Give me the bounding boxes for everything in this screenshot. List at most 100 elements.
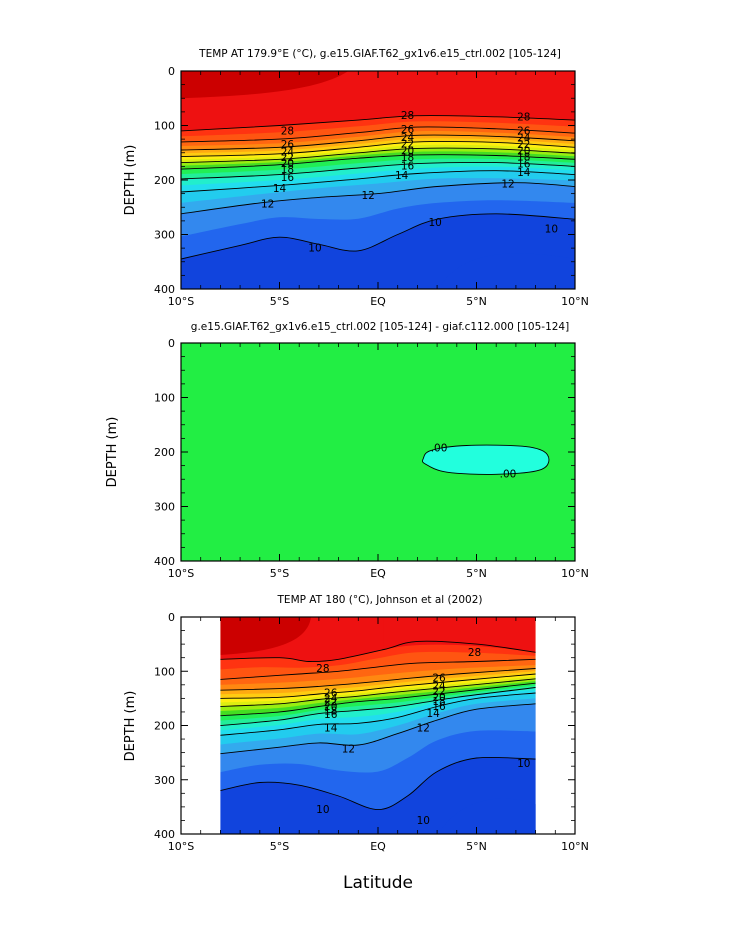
contour-label: 18 — [324, 705, 337, 717]
contour-line — [181, 170, 575, 193]
contour-label: 10 — [308, 243, 321, 255]
contour-line — [220, 673, 536, 699]
contour-line — [181, 154, 575, 170]
contour-label: 16 — [401, 160, 415, 172]
x-tick-label: 5°S — [270, 295, 289, 308]
contour-label: 20 — [517, 146, 530, 158]
y-tick-label: 300 — [154, 501, 175, 514]
anomaly-region — [422, 445, 549, 475]
contour-label: 22 — [281, 152, 294, 164]
contour-label: 24 — [517, 133, 531, 145]
y-tick-label: 300 — [154, 229, 175, 242]
contour-line — [220, 678, 536, 707]
cold-pool — [438, 253, 575, 289]
contour-label: 24 — [324, 693, 338, 705]
contour-label: 12 — [361, 190, 374, 202]
contour-line — [181, 134, 575, 151]
contour-line — [181, 147, 575, 164]
x-tick-label: 10°S — [168, 840, 194, 853]
contour-label: 28 — [281, 125, 294, 137]
contour-label: 10 — [545, 224, 558, 236]
contour-label: 26 — [432, 672, 446, 684]
warm-core — [220, 617, 312, 655]
contour-label: 10 — [417, 815, 430, 827]
panel-difference-ticks: 10°S 5°S EQ 5°N 10°N 0 100 200 300 400 — [154, 337, 589, 580]
panel-difference-ylabel: DEPTH (m) — [105, 417, 120, 488]
contour-line — [220, 692, 536, 736]
y-tick-label: 400 — [154, 283, 175, 296]
contour-label: 18 — [281, 164, 294, 176]
contour-label: 26 — [517, 125, 531, 137]
contour-label: 22 — [324, 697, 337, 709]
contour-line — [181, 161, 575, 180]
contour-label: .00 — [500, 468, 517, 480]
panel-difference-anomaly-fill — [422, 445, 549, 475]
contour-label: 28 — [517, 111, 530, 123]
contour-label: 22 — [401, 139, 414, 151]
contour-label: 20 — [281, 158, 294, 170]
panel-model-ylabel: DEPTH (m) — [123, 145, 138, 216]
contour-label: 20 — [432, 692, 445, 704]
y-tick-label: 400 — [154, 555, 175, 568]
x-tick-label: 5°N — [466, 567, 487, 580]
contour-label: 18 — [517, 152, 530, 164]
panel-observed-title: TEMP AT 180 (°C), Johnson et al (2002) — [277, 594, 483, 606]
contour-label: 14 — [426, 708, 440, 720]
contour-label: 20 — [324, 701, 337, 713]
contour-label: 24 — [281, 147, 295, 159]
panel-model-temperature: TEMP AT 179.9°E (°C), g.e15.GIAF.T62_gx1… — [123, 48, 589, 308]
contour-line — [181, 182, 575, 215]
warm-core — [181, 71, 349, 99]
contour-label: 12 — [261, 198, 274, 210]
contour-label: 20 — [401, 146, 414, 158]
panel-observed-temperature: TEMP AT 180 (°C), Johnson et al (2002) 2… — [123, 594, 589, 853]
contour-label: 28 — [401, 110, 414, 122]
contour-label: 28 — [316, 663, 329, 675]
y-tick-label: 100 — [154, 120, 175, 133]
y-tick-label: 200 — [154, 446, 175, 459]
x-tick-label: EQ — [370, 295, 386, 308]
contour-line — [181, 126, 575, 143]
y-tick-label: 0 — [168, 611, 175, 624]
contour-label: 10 — [517, 758, 530, 770]
x-tick-label: EQ — [370, 567, 386, 580]
contour-label: 12 — [501, 178, 514, 190]
panel-difference-title: g.e15.GIAF.T62_gx1v6.e15_ctrl.002 [105-1… — [191, 321, 569, 333]
x-tick-label: 5°S — [270, 840, 289, 853]
x-tick-label: 5°N — [466, 840, 487, 853]
y-tick-label: 300 — [154, 774, 175, 787]
panel-model-title: TEMP AT 179.9°E (°C), g.e15.GIAF.T62_gx1… — [198, 48, 561, 60]
contour-label: 18 — [401, 152, 414, 164]
contour-label: 14 — [517, 167, 531, 179]
panel-difference-contour-labels: .00 .00 — [431, 443, 517, 481]
panel-model-contour-lines — [181, 115, 575, 260]
y-tick-label: 100 — [154, 392, 175, 405]
contour-line — [181, 213, 575, 260]
x-tick-label: 5°N — [466, 295, 487, 308]
x-tick-label: 10°S — [168, 567, 194, 580]
contour-label: 22 — [517, 139, 530, 151]
panel-difference: g.e15.GIAF.T62_gx1v6.e15_ctrl.002 [105-1… — [105, 321, 589, 580]
panel-observed-ylabel: DEPTH (m) — [123, 691, 138, 762]
contour-label: 28 — [468, 647, 481, 659]
warm-pool — [383, 617, 536, 653]
x-tick-label: 10°N — [561, 840, 589, 853]
contour-label: 26 — [401, 124, 415, 136]
contour-line — [220, 687, 536, 726]
contour-label: 24 — [432, 680, 446, 692]
contour-line — [220, 756, 536, 811]
contour-label: 22 — [432, 686, 445, 698]
contour-label: 16 — [324, 709, 338, 721]
x-axis-label: Latitude — [343, 873, 413, 893]
contour-line — [220, 703, 536, 755]
x-tick-label: 10°N — [561, 295, 589, 308]
panel-model-color-fill — [181, 71, 575, 289]
y-tick-label: 0 — [168, 65, 175, 78]
contour-label: 26 — [281, 139, 295, 151]
contour-line — [220, 640, 536, 663]
cold-pool — [438, 798, 536, 834]
contour-line — [220, 668, 536, 691]
x-tick-label: 5°S — [270, 567, 289, 580]
